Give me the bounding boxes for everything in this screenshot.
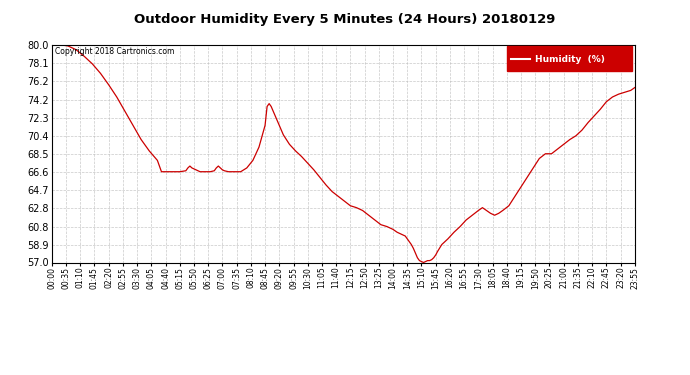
Text: Outdoor Humidity Every 5 Minutes (24 Hours) 20180129: Outdoor Humidity Every 5 Minutes (24 Hou… [135,13,555,26]
Text: Humidity  (%): Humidity (%) [535,55,604,64]
Text: Copyright 2018 Cartronics.com: Copyright 2018 Cartronics.com [55,47,174,56]
FancyBboxPatch shape [506,46,632,71]
